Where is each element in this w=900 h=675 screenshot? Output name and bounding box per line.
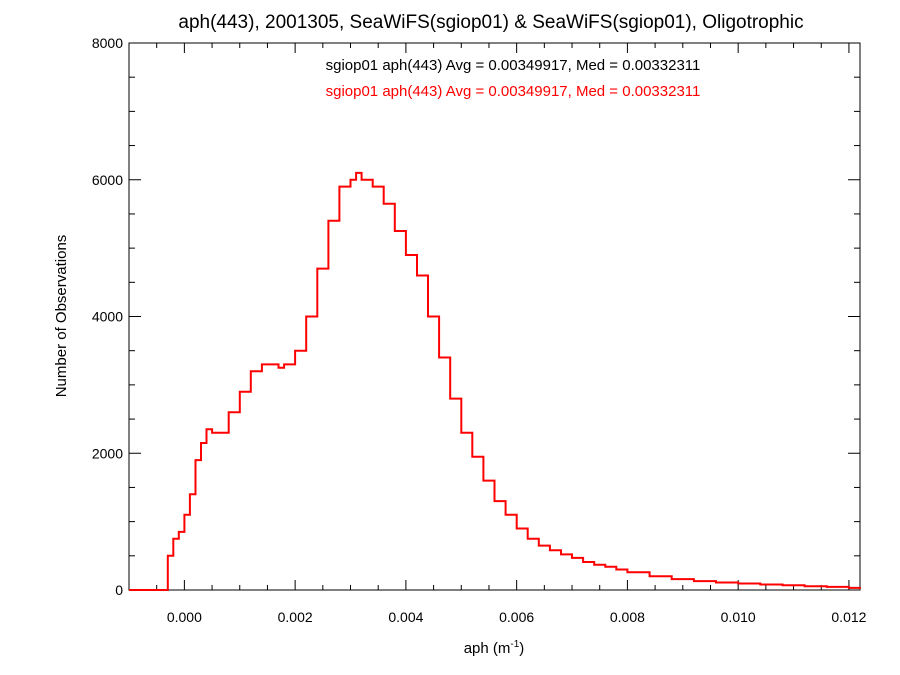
chart-title: aph(443), 2001305, SeaWiFS(sgiop01) & Se… (178, 12, 803, 33)
x-tick-label-5: 0.010 (721, 609, 756, 625)
legend-entry-1: sgiop01 aph(443) Avg = 0.00349917, Med =… (326, 83, 701, 100)
y-axis-tick-labels: 0 2000 4000 6000 8000 (92, 35, 123, 598)
y-tick-label-2: 4000 (92, 309, 123, 325)
x-axis-label-close: ) (519, 640, 524, 657)
x-axis-label: aph (m-1) (464, 639, 525, 657)
legend: sgiop01 aph(443) Avg = 0.00349917, Med =… (326, 57, 701, 100)
y-tick-label-0: 0 (115, 582, 123, 598)
x-axis-label-base: aph (m (464, 640, 511, 657)
x-axis-tick-labels: 0.000 0.002 0.004 0.006 0.008 0.010 0.012 (167, 609, 867, 625)
plot-frame (128, 42, 861, 591)
x-tick-label-1: 0.002 (278, 609, 313, 625)
x-axis-ticks (128, 43, 850, 590)
y-axis-label: Number of Observations (53, 235, 70, 398)
x-tick-label-2: 0.004 (388, 609, 423, 625)
y-tick-label-1: 2000 (92, 445, 123, 461)
x-tick-label-3: 0.006 (499, 609, 534, 625)
x-tick-label-4: 0.008 (610, 609, 645, 625)
x-tick-label-6: 0.012 (831, 609, 866, 625)
legend-entry-0: sgiop01 aph(443) Avg = 0.00349917, Med =… (326, 57, 701, 74)
series-line-0 (129, 171, 861, 591)
series-layer (129, 171, 861, 591)
x-tick-label-0: 0.000 (167, 609, 202, 625)
y-axis-ticks (129, 42, 860, 591)
x-axis-label-superscript: -1 (510, 639, 519, 650)
y-tick-label-4: 8000 (92, 35, 123, 51)
y-tick-label-3: 6000 (92, 172, 123, 188)
